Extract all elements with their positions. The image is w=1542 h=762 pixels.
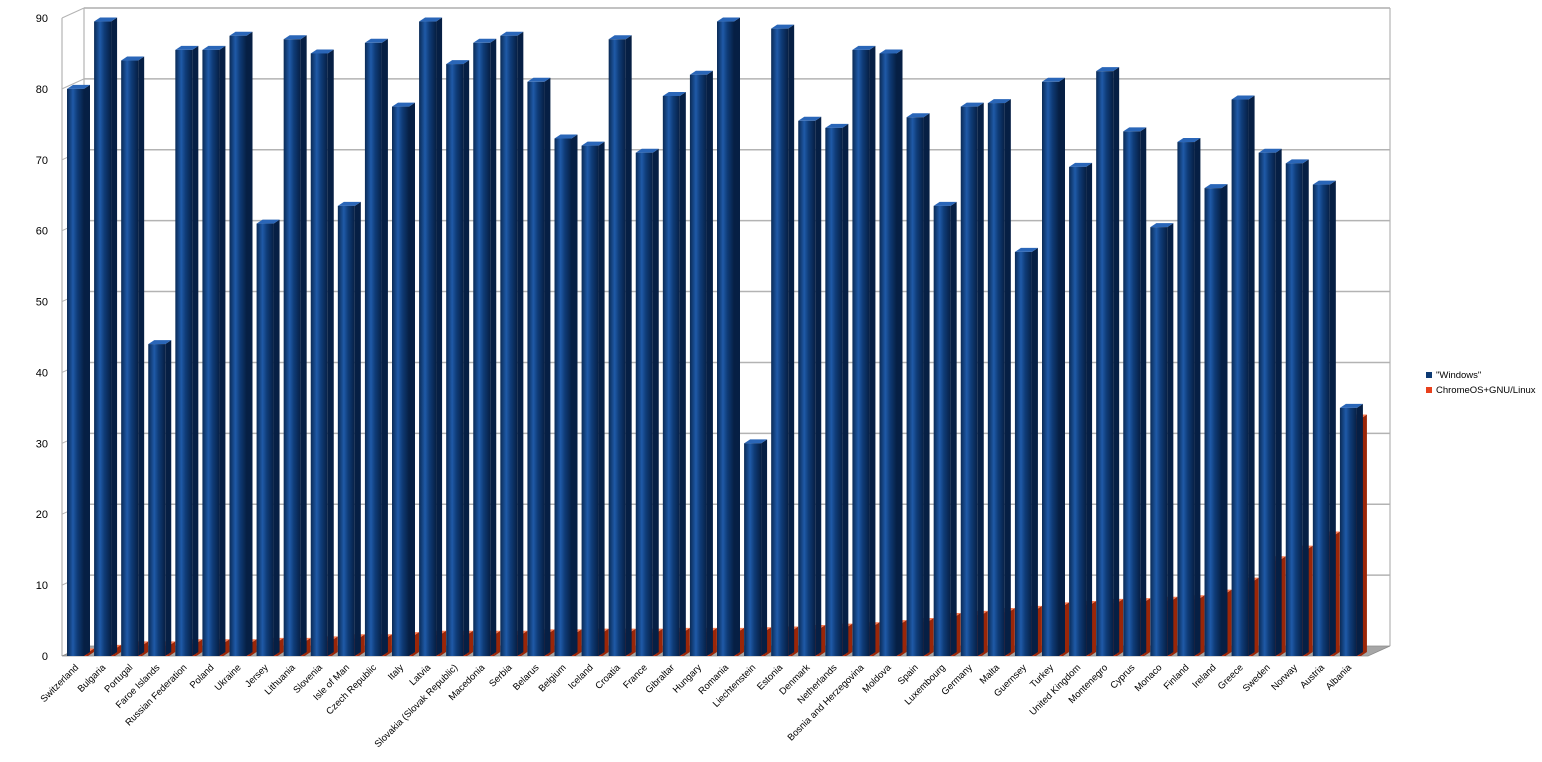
bar-windows-8 (283, 35, 307, 657)
bar-windows-1 (94, 17, 118, 657)
bar-windows-6 (229, 31, 253, 656)
y-tick-label-70: 70 (36, 155, 48, 167)
bar-windows-42 (1204, 184, 1228, 656)
gridline-side-80 (61, 78, 85, 90)
bar-windows-12 (392, 102, 415, 657)
bar-windows-40 (1150, 223, 1174, 656)
x-tick-label-30: Moldova (860, 662, 894, 696)
bar-windows-5 (202, 45, 226, 656)
y-tick-label-50: 50 (36, 297, 48, 309)
bar-windows-10 (337, 201, 361, 656)
legend: "Windows" ChromeOS+GNU/Linux (1426, 370, 1536, 396)
bar-windows-11 (364, 38, 388, 657)
bar-windows-26 (771, 24, 795, 656)
bar-windows-31 (906, 113, 930, 656)
y-tick-label-90: 90 (36, 13, 48, 25)
x-tick-label-11: Czech Republic (324, 662, 379, 717)
bar-windows-21 (635, 148, 659, 656)
x-tick-label-42: Ireland (1190, 662, 1218, 690)
y-tick-label-20: 20 (36, 509, 48, 521)
legend-swatch-chromeos-linux (1426, 387, 1432, 393)
y-tick-label-40: 40 (36, 367, 48, 379)
bar-windows-4 (175, 45, 199, 656)
gridline-side-90 (61, 7, 85, 19)
bar-windows-24 (717, 17, 740, 657)
y-tick-label-60: 60 (36, 226, 48, 238)
legend-swatch-windows (1426, 372, 1432, 378)
x-tick-label-44: Sweden (1241, 662, 1273, 694)
bar-windows-41 (1177, 138, 1201, 657)
bar-windows-23 (689, 70, 713, 656)
x-tick-label-47: Albania (1324, 662, 1355, 693)
bar-windows-27 (798, 116, 822, 657)
bar-windows-33 (960, 102, 984, 657)
x-tick-label-46: Austria (1298, 662, 1327, 691)
bar-windows-34 (987, 99, 1011, 657)
bar-windows-22 (662, 91, 686, 656)
bar-windows-45 (1285, 159, 1309, 657)
x-tick-label-5: Poland (188, 662, 217, 691)
bar-windows-20 (608, 35, 632, 657)
bar-windows-36 (1042, 77, 1065, 657)
y-tick-label-30: 30 (36, 438, 48, 450)
x-tick-label-31: Spain (896, 662, 921, 687)
bar-windows-44 (1258, 148, 1282, 656)
legend-label-chromeos-linux: ChromeOS+GNU/Linux (1436, 385, 1536, 396)
y-axis: 0 10 20 30 40 50 60 70 80 90 (36, 13, 48, 663)
bar-windows-17 (527, 77, 551, 657)
x-tick-label-20: Croatia (593, 662, 623, 692)
bar-windows-7 (256, 219, 280, 657)
x-tick-label-18: Belgium (537, 662, 569, 694)
y-tick-label-10: 10 (36, 580, 48, 592)
bars (67, 17, 1367, 657)
bar-windows-9 (310, 49, 334, 656)
bar-windows-0 (67, 84, 90, 656)
x-tick-label-45: Norway (1269, 662, 1300, 693)
bar-windows-3 (148, 340, 172, 656)
x-tick-label-22: Gibraltar (643, 662, 677, 696)
bar-windows-28 (825, 123, 849, 656)
bar-windows-19 (581, 141, 605, 657)
legend-label-windows: "Windows" (1436, 370, 1481, 381)
bar-windows-43 (1231, 95, 1255, 657)
bar-windows-47 (1339, 403, 1363, 656)
bar-windows-35 (1014, 247, 1038, 656)
bar-windows-14 (446, 60, 470, 657)
x-tick-label-34: Malta (978, 662, 1003, 687)
x-tick-label-41: Finland (1162, 662, 1192, 692)
bar-windows-32 (933, 201, 957, 656)
bar-windows-13 (419, 17, 443, 657)
x-tick-label-12: Italy (386, 662, 406, 682)
bar-windows-30 (879, 49, 903, 656)
x-tick-label-0: Switzerland (39, 662, 82, 705)
x-tick-label-8: Lithuania (263, 662, 299, 698)
bar-windows-25 (744, 439, 768, 656)
bar-windows-39 (1123, 127, 1147, 656)
x-tick-label-6: Ukraine (213, 662, 244, 693)
x-tick-label-19: Iceland (566, 662, 595, 691)
bar-windows-16 (500, 31, 524, 656)
bar-windows-29 (852, 45, 876, 656)
bar-windows-2 (121, 56, 145, 657)
y-tick-label-80: 80 (36, 84, 48, 96)
bar-windows-18 (554, 134, 578, 656)
bar-windows-15 (473, 38, 497, 657)
bar-windows-46 (1312, 180, 1336, 657)
x-tick-label-40: Monaco (1133, 662, 1165, 694)
bar-windows-37 (1069, 162, 1093, 656)
y-tick-label-0: 0 (42, 651, 48, 663)
bar-windows-38 (1096, 67, 1120, 656)
